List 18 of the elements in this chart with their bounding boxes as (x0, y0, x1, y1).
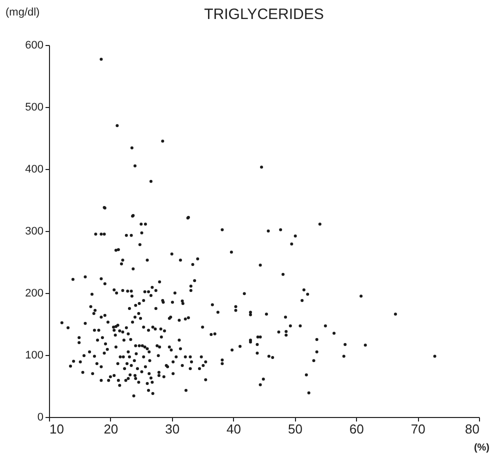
y-tick-label: 400 (25, 164, 44, 176)
y-tick-label: 200 (25, 288, 44, 300)
x-axis-title: (%) (474, 442, 490, 454)
x-tick-label: 40 (226, 422, 242, 436)
x-tick-label: 70 (410, 422, 426, 436)
y-axis-title: (mg/dl) (6, 6, 40, 18)
chart-title: TRIGLYCERIDES (204, 6, 324, 23)
y-tick-label: 600 (25, 40, 44, 52)
x-tick-label: 30 (165, 422, 180, 436)
x-tick-label: 50 (288, 422, 302, 436)
x-tick-label: 20 (104, 422, 118, 436)
y-tick-label: 0 (37, 412, 44, 424)
y-tick-label: 500 (25, 102, 44, 114)
x-tick-label: 60 (349, 422, 364, 436)
x-tick-label: 80 (465, 422, 480, 436)
x-tick-label: 10 (50, 422, 64, 436)
y-tick-label: 100 (25, 350, 44, 362)
y-tick-label: 300 (25, 226, 44, 238)
